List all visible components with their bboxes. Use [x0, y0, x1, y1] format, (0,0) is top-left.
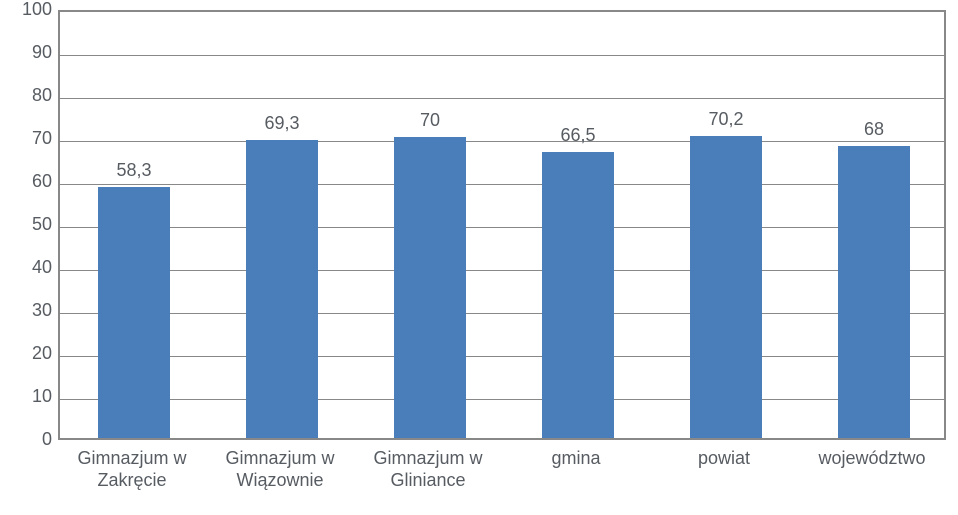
x-tick-label: Gimnazjum wGliniance: [354, 448, 502, 491]
y-tick-label: 20: [8, 343, 52, 364]
bar: [690, 136, 763, 438]
y-tick-label: 90: [8, 42, 52, 63]
gridline: [60, 270, 944, 271]
x-tick-label: Gimnazjum wZakręcie: [58, 448, 206, 491]
bar-value-label: 66,5: [504, 125, 652, 146]
y-tick-label: 60: [8, 171, 52, 192]
gridline: [60, 313, 944, 314]
bar: [838, 146, 911, 438]
bar: [98, 187, 171, 438]
gridline: [60, 141, 944, 142]
y-tick-label: 100: [8, 0, 52, 20]
bar: [246, 140, 319, 438]
bar: [394, 137, 467, 438]
bar: [542, 152, 615, 438]
bar-value-label: 70: [356, 110, 504, 131]
gridline: [60, 98, 944, 99]
y-tick-label: 10: [8, 386, 52, 407]
bar-value-label: 69,3: [208, 113, 356, 134]
plot-area: 58,3 69,37066,570,268: [58, 10, 946, 440]
y-tick-label: 80: [8, 85, 52, 106]
gridline: [60, 227, 944, 228]
y-tick-label: 40: [8, 257, 52, 278]
gridline: [60, 356, 944, 357]
x-tick-label: Gimnazjum wWiązownie: [206, 448, 354, 491]
y-tick-label: 70: [8, 128, 52, 149]
gridline: [60, 184, 944, 185]
x-tick-label: powiat: [650, 448, 798, 470]
x-tick-label: gmina: [502, 448, 650, 470]
y-tick-label: 0: [8, 429, 52, 450]
bar-chart: 58,369,37066,570,268 0102030405060708090…: [0, 0, 958, 515]
gridline: [60, 399, 944, 400]
bar-value-label: 68: [800, 119, 948, 140]
x-tick-label: województwo: [798, 448, 946, 470]
gridline: [60, 55, 944, 56]
bar-value-label: 70,2: [652, 109, 800, 130]
bar-value-label: 58,3: [60, 160, 208, 181]
y-tick-label: 30: [8, 300, 52, 321]
y-tick-label: 50: [8, 214, 52, 235]
